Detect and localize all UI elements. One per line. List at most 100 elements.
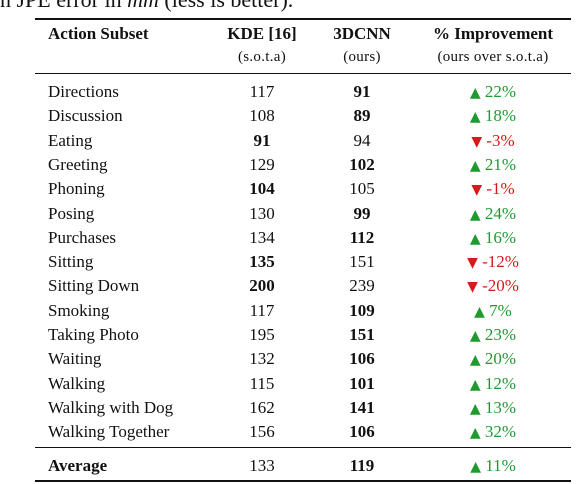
triangle-up-icon: ▲ bbox=[470, 459, 481, 475]
improvement-percent: 16% bbox=[484, 227, 517, 247]
cnn-value: 102 bbox=[349, 154, 375, 174]
improvement-percent: 13% bbox=[484, 397, 517, 417]
action-name: Greeting bbox=[48, 154, 108, 174]
subheader-3dcnn: (ours) bbox=[343, 49, 381, 65]
triangle-down-icon: ▼ bbox=[471, 182, 483, 199]
action-name: Waiting bbox=[48, 349, 102, 369]
action-name: Purchases bbox=[48, 227, 116, 247]
subheader-kde: (s.o.t.a) bbox=[237, 49, 287, 65]
header-action-subset: Action Subset bbox=[48, 24, 149, 43]
improvement-percent: 22% bbox=[484, 82, 517, 101]
improvement-value: ▲ 21% bbox=[470, 155, 516, 176]
improvement-percent: 7% bbox=[489, 300, 512, 320]
improvement-value: ▲ 7% bbox=[474, 301, 512, 322]
header-rule bbox=[35, 73, 571, 74]
kde-value: 130 bbox=[249, 203, 275, 223]
action-name: Phoning bbox=[48, 179, 105, 199]
improvement-percent: 18% bbox=[484, 106, 517, 126]
header-improvement: % Improvement bbox=[432, 24, 554, 43]
cnn-value: 99 bbox=[353, 203, 371, 223]
improvement-value: ▲ 20% bbox=[470, 349, 516, 370]
improvement-value: ▲ 12% bbox=[470, 374, 516, 395]
action-name: Posing bbox=[48, 203, 95, 223]
improvement-percent: -20% bbox=[482, 276, 519, 296]
cnn-value: 101 bbox=[349, 373, 375, 393]
improvement-percent: -1% bbox=[486, 179, 515, 199]
action-name: Average bbox=[48, 456, 108, 475]
triangle-up-icon: ▲ bbox=[469, 230, 481, 247]
action-name: Discussion bbox=[48, 106, 123, 126]
improvement-value: ▲ 24% bbox=[470, 204, 516, 225]
improvement-percent: 24% bbox=[484, 203, 517, 223]
cnn-value: 105 bbox=[349, 179, 375, 199]
improvement-percent: -12% bbox=[482, 252, 519, 272]
improvement-percent: -3% bbox=[486, 130, 515, 150]
action-name: Walking Together bbox=[48, 422, 170, 442]
improvement-percent: 21% bbox=[484, 154, 517, 174]
improvement-value: ▲ 22% bbox=[470, 82, 516, 103]
cnn-value: 141 bbox=[349, 397, 375, 417]
triangle-up-icon: ▲ bbox=[469, 157, 481, 174]
triangle-down-icon: ▼ bbox=[467, 279, 478, 296]
kde-value: 200 bbox=[249, 276, 275, 296]
improvement-value: ▼ -12% bbox=[467, 252, 519, 273]
kde-value: 135 bbox=[249, 252, 275, 272]
subheader-improvement: (ours over s.o.t.a) bbox=[437, 49, 549, 65]
action-name: Sitting Down bbox=[48, 276, 140, 296]
cnn-value: 151 bbox=[349, 252, 375, 272]
kde-value: 132 bbox=[249, 349, 275, 369]
triangle-down-icon: ▼ bbox=[467, 255, 478, 272]
bottom-rule bbox=[35, 480, 571, 482]
cnn-value: 89 bbox=[353, 106, 371, 126]
kde-value: 115 bbox=[249, 373, 275, 393]
caption-prefix: n JPE error in bbox=[0, 0, 127, 12]
triangle-down-icon: ▼ bbox=[471, 133, 483, 150]
action-name: Taking Photo bbox=[48, 325, 139, 344]
action-name: Directions bbox=[48, 82, 119, 101]
cnn-value: 119 bbox=[349, 456, 375, 475]
improvement-value: ▲ 32% bbox=[470, 422, 516, 443]
top-rule bbox=[35, 18, 571, 20]
kde-value: 134 bbox=[249, 227, 275, 247]
triangle-up-icon: ▲ bbox=[469, 85, 481, 101]
cnn-value: 94 bbox=[353, 130, 371, 150]
triangle-up-icon: ▲ bbox=[469, 328, 481, 344]
kde-value: 108 bbox=[249, 106, 275, 126]
cnn-value: 91 bbox=[353, 82, 371, 101]
header-kde: KDE [16] bbox=[227, 24, 297, 43]
action-name: Smoking bbox=[48, 300, 110, 320]
caption-suffix: (less is better). bbox=[159, 0, 293, 12]
improvement-value: ▲ 23% bbox=[470, 325, 516, 346]
improvement-percent: 11% bbox=[485, 456, 516, 475]
kde-value: 129 bbox=[249, 154, 275, 174]
caption-unit: mm bbox=[127, 0, 159, 12]
improvement-percent: 23% bbox=[484, 325, 517, 344]
action-name: Walking with Dog bbox=[48, 397, 174, 417]
improvement-percent: 12% bbox=[484, 373, 517, 393]
cnn-value: 106 bbox=[349, 422, 375, 442]
improvement-value: ▼ -1% bbox=[471, 179, 514, 200]
kde-value: 117 bbox=[249, 300, 275, 320]
kde-value: 195 bbox=[249, 325, 275, 344]
kde-value: 133 bbox=[249, 456, 275, 475]
cnn-value: 151 bbox=[349, 325, 375, 344]
improvement-value: ▲ 16% bbox=[470, 228, 516, 249]
cnn-value: 239 bbox=[349, 276, 375, 296]
improvement-percent: 32% bbox=[484, 422, 517, 442]
table-caption: n JPE error in mm (less is better). bbox=[0, 0, 293, 13]
header-3dcnn: 3DCNN bbox=[333, 24, 391, 43]
triangle-up-icon: ▲ bbox=[469, 109, 481, 126]
kde-value: 104 bbox=[249, 179, 275, 199]
kde-value: 162 bbox=[249, 397, 275, 417]
improvement-value: ▲ 11% bbox=[470, 456, 516, 477]
average-rule bbox=[35, 447, 571, 448]
action-name: Sitting bbox=[48, 252, 94, 272]
triangle-up-icon: ▲ bbox=[469, 400, 481, 417]
action-name: Walking bbox=[48, 373, 106, 393]
triangle-up-icon: ▲ bbox=[469, 206, 481, 223]
kde-value: 156 bbox=[249, 422, 275, 442]
improvement-value: ▲ 13% bbox=[470, 398, 516, 419]
kde-value: 91 bbox=[253, 130, 271, 150]
improvement-value: ▲ 18% bbox=[470, 106, 516, 127]
kde-value: 117 bbox=[249, 82, 275, 101]
